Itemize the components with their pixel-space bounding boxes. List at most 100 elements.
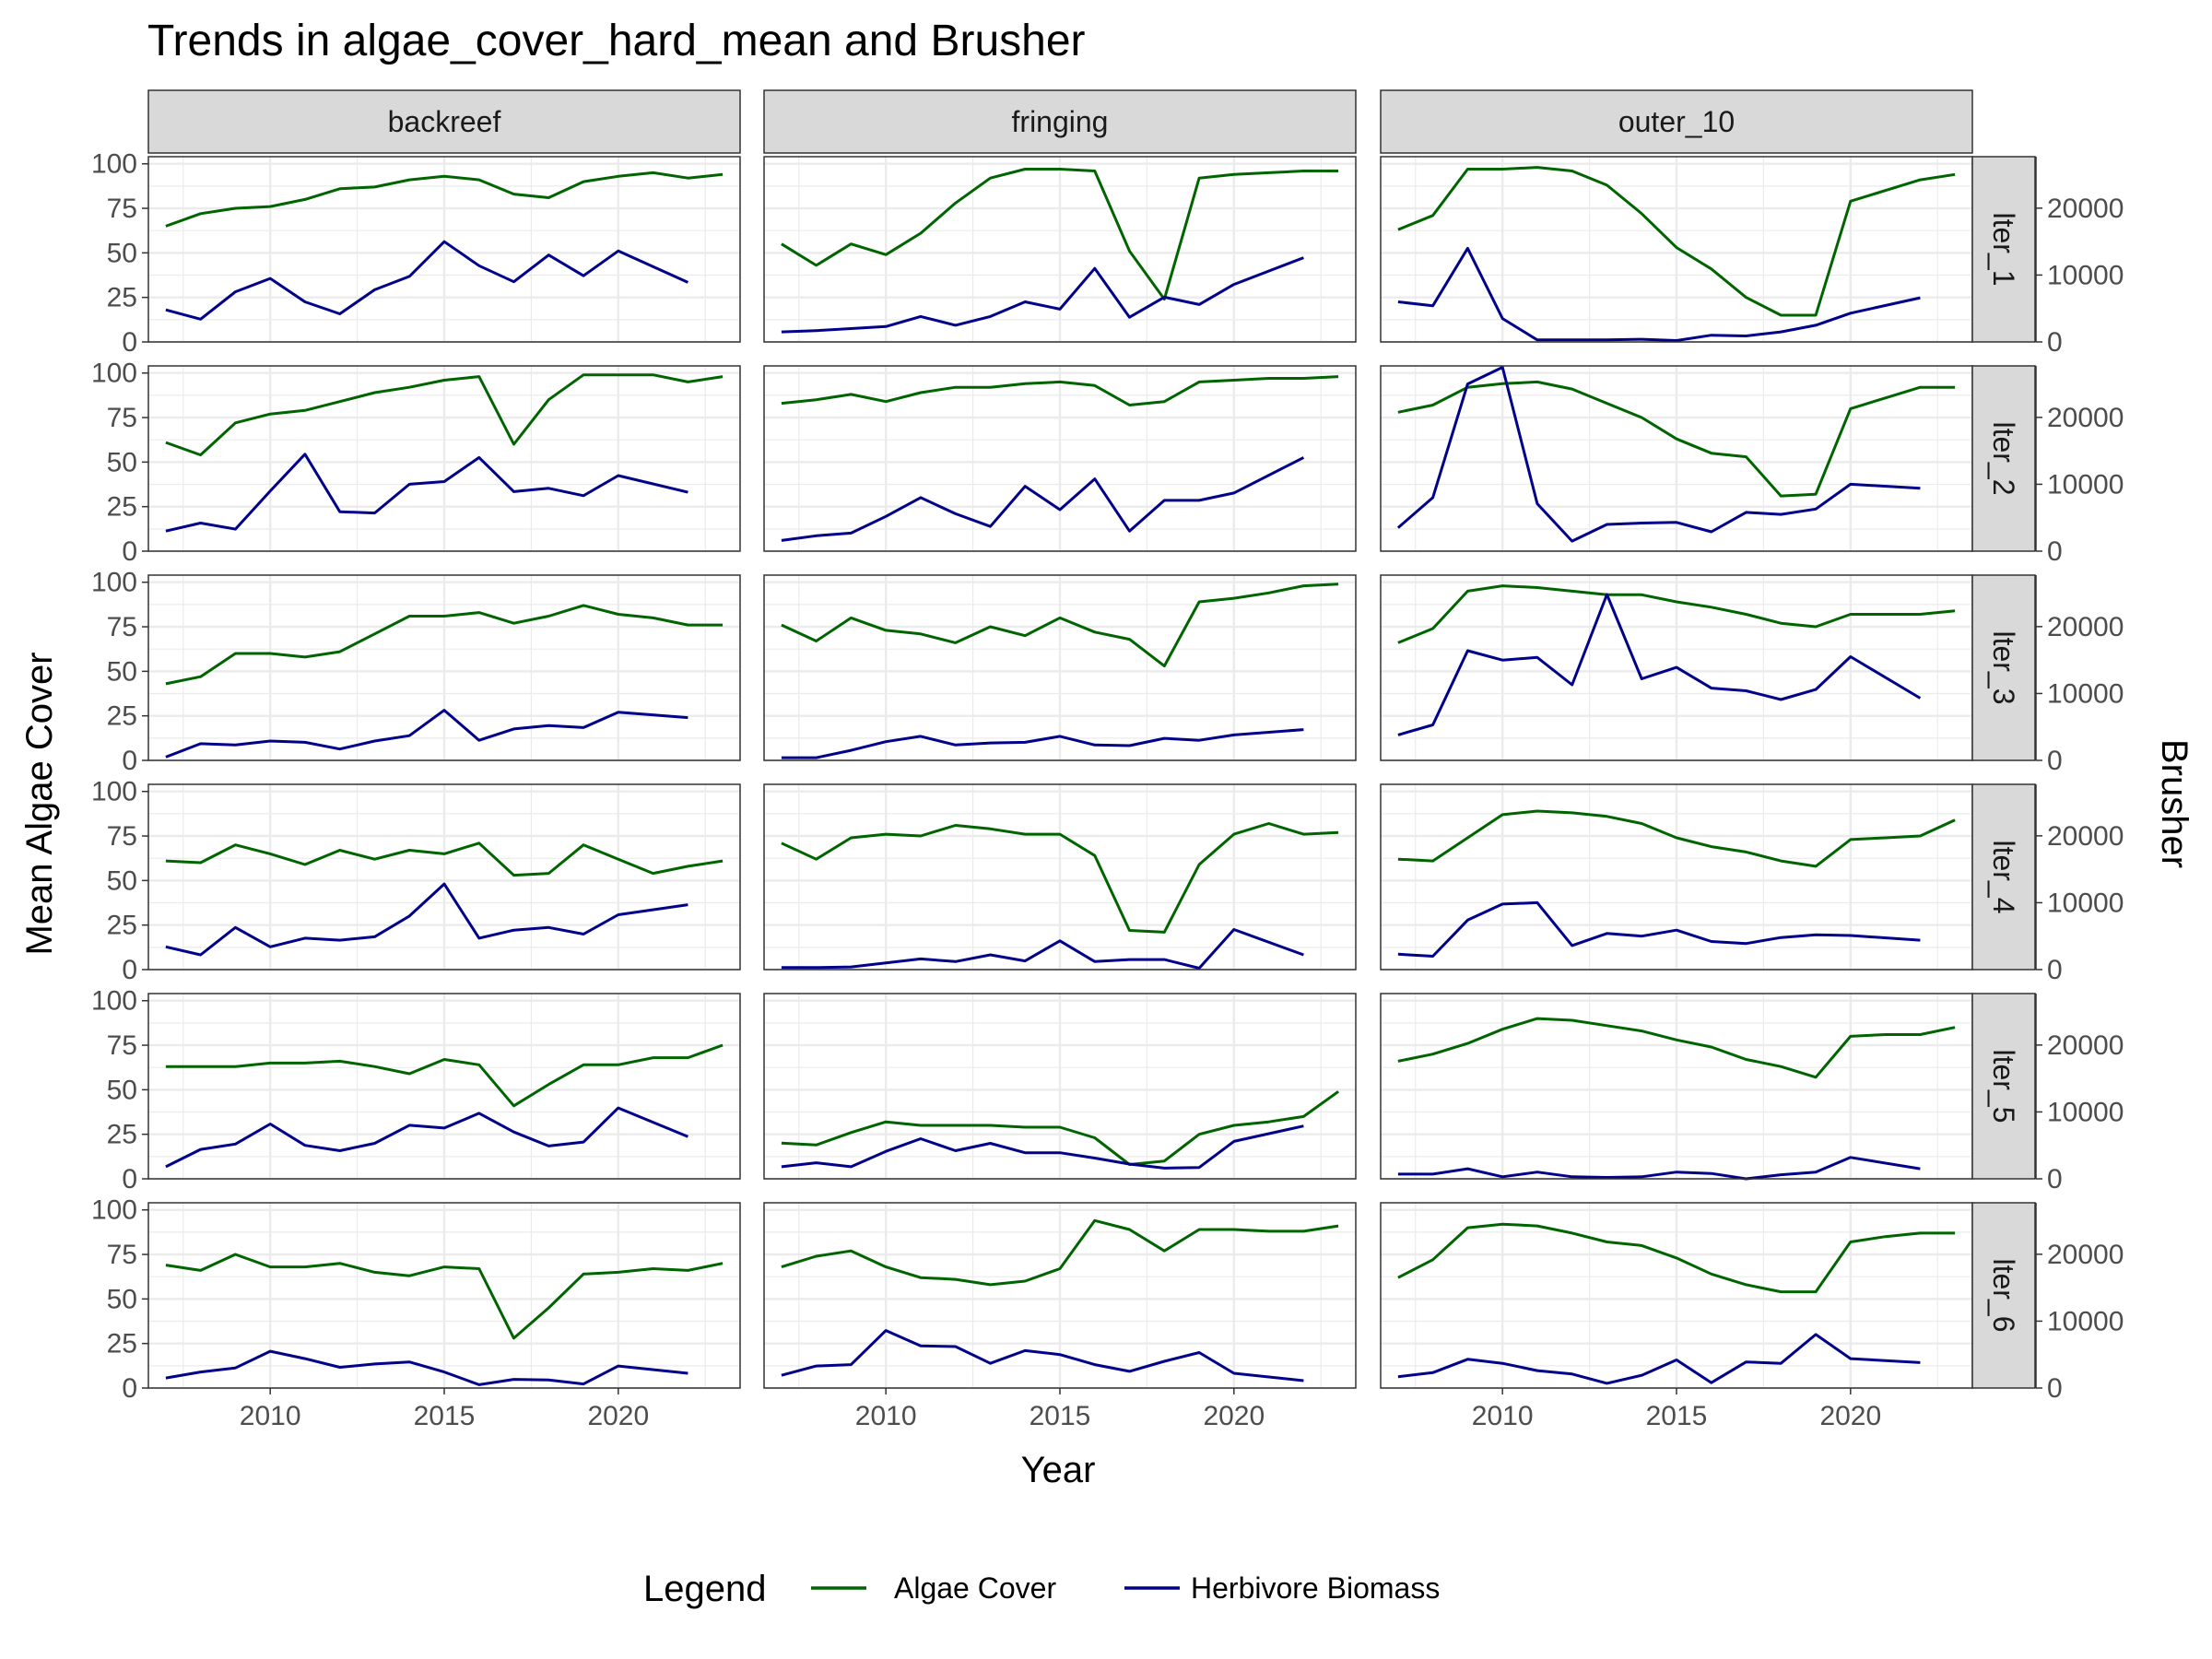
chart-title: Trends in algae_cover_hard_mean and Brus… xyxy=(147,17,1086,65)
series-line-herbivore-biomass xyxy=(781,928,1304,970)
series-line-algae-cover xyxy=(781,168,1339,301)
series-line-herbivore-biomass xyxy=(1397,593,1922,736)
y2-tick-label: 0 xyxy=(2047,1164,2063,1194)
facet-strips: lter_1 lter_2 lter_3 lter_4 lter_5 lter_6 back… xyxy=(147,89,2036,1389)
series-line-herbivore-biomass xyxy=(165,882,688,957)
y2-tick-label: 10000 xyxy=(2047,888,2124,918)
panel-border xyxy=(147,783,741,971)
y2-tick-label: 10000 xyxy=(2047,1306,2124,1336)
series-line-herbivore-biomass xyxy=(781,256,1304,334)
series-line-algae-cover xyxy=(165,171,724,228)
panel-border xyxy=(147,993,741,1180)
y-tick-label: 75 xyxy=(107,194,137,224)
y-tick-label: 0 xyxy=(122,1164,137,1194)
panel-lter_3-outer_10 xyxy=(1380,574,1973,762)
y-tick-label: 0 xyxy=(122,1373,137,1404)
panel-lter_6-fringing xyxy=(763,1202,1357,1390)
row-strip-label: lter_5 xyxy=(1987,1049,2020,1123)
series-line-algae-cover xyxy=(781,1090,1339,1166)
panel-border xyxy=(763,783,1357,971)
series-line-algae-cover xyxy=(165,604,724,686)
y2-axis-title: Brusher xyxy=(2154,739,2194,868)
y-tick-label: 100 xyxy=(91,359,137,389)
column-strip-label: outer_10 xyxy=(1618,105,1735,138)
panel-lter_2-backreef xyxy=(147,365,741,553)
y2-tick-label: 10000 xyxy=(2047,1097,2124,1127)
y-tick-label: 50 xyxy=(107,656,137,687)
row-strip-lter_4: lter_4 xyxy=(1971,783,2036,971)
series-line-herbivore-biomass xyxy=(1396,366,1921,543)
series-line-herbivore-biomass xyxy=(165,709,688,759)
y2-tick-label: 20000 xyxy=(2047,1240,2124,1270)
row-strip-lter_2: lter_2 xyxy=(1971,365,2036,552)
series-line-herbivore-biomass xyxy=(165,240,689,321)
series-line-herbivore-biomass xyxy=(1397,246,1921,342)
y-tick-label: 0 xyxy=(122,327,137,358)
column-strip-label: backreef xyxy=(388,105,501,138)
x-tick-label: 2015 xyxy=(1030,1401,1091,1431)
panel-lter_6-backreef xyxy=(147,1202,741,1390)
series-line-algae-cover xyxy=(1397,584,1956,644)
y-tick-label: 50 xyxy=(107,447,137,477)
row-strip-background xyxy=(1971,1202,2036,1389)
y-tick-label: 25 xyxy=(107,911,137,941)
panel-border xyxy=(763,993,1357,1180)
x-tick-label: 2010 xyxy=(855,1401,917,1431)
panel-lter_4-outer_10 xyxy=(1380,783,1973,971)
legend: Legend Algae Cover Herbivore Biomass xyxy=(643,1569,1440,1609)
y-tick-label: 0 xyxy=(122,955,137,985)
series-line-algae-cover xyxy=(165,1253,724,1340)
series-line-herbivore-biomass xyxy=(1397,1333,1921,1385)
facet-panels xyxy=(147,156,1973,1390)
series-line-algae-cover xyxy=(1397,1222,1956,1294)
y-tick-label: 75 xyxy=(107,403,137,433)
y2-tick-label: 0 xyxy=(2047,1373,2063,1404)
x-tick-label: 2020 xyxy=(1203,1401,1265,1431)
y-tick-label: 100 xyxy=(91,777,137,807)
panel-lter_3-fringing xyxy=(763,574,1357,762)
y-tick-label: 100 xyxy=(91,149,137,180)
x-tick-label: 2020 xyxy=(587,1401,649,1431)
y-tick-label: 50 xyxy=(107,1284,137,1314)
row-strip-label: lter_2 xyxy=(1987,421,2020,495)
series-line-algae-cover xyxy=(165,373,724,457)
y-tick-label: 75 xyxy=(107,612,137,642)
series-line-herbivore-biomass xyxy=(165,1349,688,1386)
row-strip-lter_3: lter_3 xyxy=(1971,574,2036,761)
y2-tick-label: 0 xyxy=(2047,746,2063,776)
panel-lter_5-backreef xyxy=(147,993,741,1181)
y2-tick-label: 20000 xyxy=(2047,821,2124,852)
series-line-herbivore-biomass xyxy=(165,1106,688,1169)
row-strip-lter_6: lter_6 xyxy=(1971,1202,2036,1389)
legend-label-herbivore-biomass: Herbivore Biomass xyxy=(1191,1571,1440,1605)
y2-tick-label: 10000 xyxy=(2047,260,2124,290)
column-strip-backreef: backreef xyxy=(147,89,741,154)
x-axis-title: Year xyxy=(1021,1450,1096,1490)
panel-lter_6-outer_10 xyxy=(1380,1202,1973,1390)
y-tick-label: 100 xyxy=(91,1195,137,1226)
column-strip-fringing: fringing xyxy=(763,89,1357,154)
series-line-algae-cover xyxy=(1397,809,1956,868)
legend-title: Legend xyxy=(643,1569,766,1609)
y-tick-label: 50 xyxy=(107,865,137,896)
y-tick-label: 50 xyxy=(107,238,137,268)
row-strip-label: lter_4 xyxy=(1987,840,2020,913)
column-strip-label: fringing xyxy=(1012,105,1109,138)
y-axis-title: Mean Algae Cover xyxy=(19,652,60,955)
panel-lter_3-backreef xyxy=(147,574,741,762)
panel-lter_2-fringing xyxy=(763,365,1357,553)
y-tick-label: 25 xyxy=(107,701,137,732)
y2-tick-label: 0 xyxy=(2047,327,2063,358)
y2-tick-label: 20000 xyxy=(2047,403,2124,433)
column-strip-outer_10: outer_10 xyxy=(1380,89,1973,154)
series-line-algae-cover xyxy=(1397,166,1956,317)
series-line-herbivore-biomass xyxy=(781,456,1305,542)
x-tick-label: 2020 xyxy=(1819,1401,1881,1431)
panel-border xyxy=(763,574,1357,761)
series-line-herbivore-biomass xyxy=(781,1124,1304,1170)
y-tick-label: 0 xyxy=(122,746,137,776)
y-tick-label: 25 xyxy=(107,1120,137,1150)
x-tick-label: 2010 xyxy=(1472,1401,1534,1431)
panel-lter_4-fringing xyxy=(763,783,1357,971)
